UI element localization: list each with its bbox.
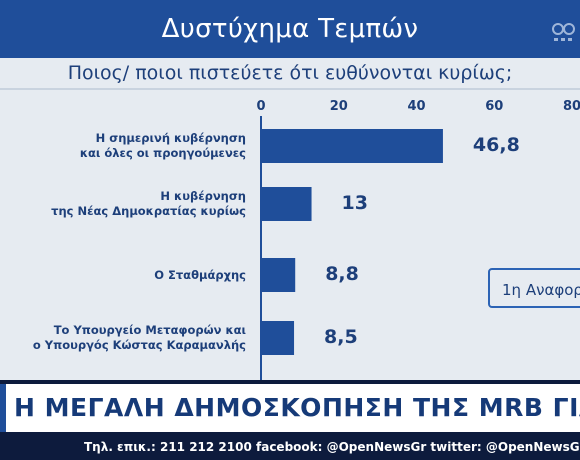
title-bar: Δυστύχημα Τεμπών xyxy=(0,0,580,58)
ticker-bar: Τηλ. επικ.: 211 212 2100 facebook: @Open… xyxy=(0,436,580,460)
category-label: Η κυβέρνηση της Νέας Δημοκρατίας κυρίως xyxy=(51,189,246,218)
bar xyxy=(261,187,312,221)
bar-value-label: 8,5 xyxy=(324,326,358,348)
channel-logo-icon xyxy=(552,23,575,41)
bar xyxy=(261,321,295,355)
badge-text: 1η Αναφορά xyxy=(502,281,580,299)
headline-banner: Η ΜΕΓΑΛΗ ΔΗΜΟΣΚΟΠΗΣΗ ΤΗΣ MRB ΓΙΑ ΤΟ xyxy=(0,384,580,432)
category-label: Ο Σταθμάρχης xyxy=(154,267,246,282)
x-tick-label: 60 xyxy=(485,99,504,114)
first-mention-badge: 1η Αναφορά xyxy=(488,268,580,308)
headline-accent xyxy=(0,384,6,432)
bar xyxy=(261,129,443,163)
x-tick-label: 80 xyxy=(562,99,580,114)
bar-chart xyxy=(260,116,443,380)
page-title: Δυστύχημα Τεμπών xyxy=(161,14,419,44)
bar xyxy=(261,258,296,292)
ticker-text: Τηλ. επικ.: 211 212 2100 facebook: @Open… xyxy=(84,440,580,454)
headline-text: Η ΜΕΓΑΛΗ ΔΗΜΟΣΚΟΠΗΣΗ ΤΗΣ MRB ΓΙΑ ΤΟ xyxy=(14,393,580,422)
x-tick-label: 0 xyxy=(256,99,266,114)
x-tick-label: 40 xyxy=(407,99,426,114)
bar-value-label: 13 xyxy=(341,192,368,214)
chart-title: Ποιος/ ποιοι πιστεύετε ότι ευθύνονται κυ… xyxy=(67,62,513,84)
bar-value-label: 8,8 xyxy=(325,263,359,285)
category-label: Το Υπουργείο Μεταφορών και ο Υπουργός Κώσ… xyxy=(32,323,246,352)
chart-panel: Ποιος/ ποιοι πιστεύετε ότι ευθύνονται κυ… xyxy=(0,58,580,380)
x-tick-label: 20 xyxy=(329,99,348,114)
category-label: Η σημερινή κυβέρνηση και όλες οι προηγούμ… xyxy=(79,131,246,160)
bar-value-label: 46,8 xyxy=(472,134,520,156)
title-divider xyxy=(0,88,580,90)
